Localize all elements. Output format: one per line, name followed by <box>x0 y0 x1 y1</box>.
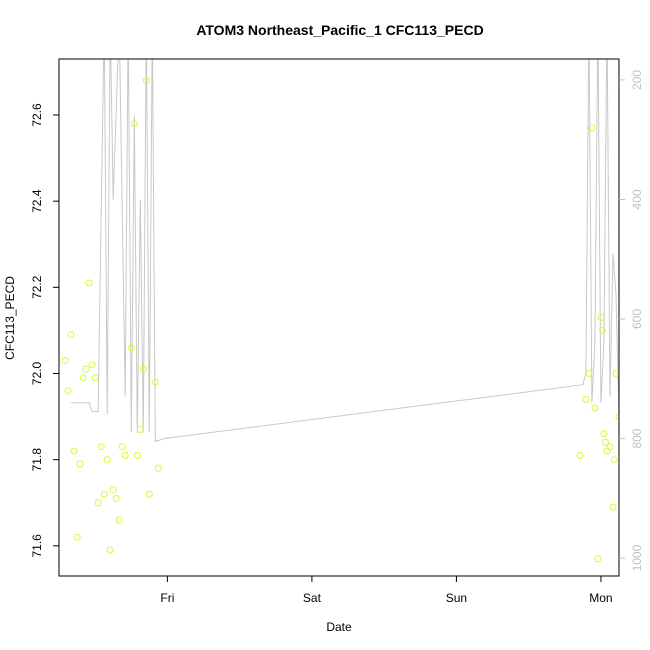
data-point <box>70 447 78 455</box>
x-tick-label: Fri <box>160 591 174 605</box>
data-point <box>82 365 90 373</box>
y2-tick-label: 200 <box>630 70 644 90</box>
line-layer <box>71 59 619 443</box>
y2-tick-label: 800 <box>630 428 644 448</box>
plot-frame <box>58 58 620 577</box>
data-point <box>73 533 81 541</box>
data-point <box>61 357 69 365</box>
data-point <box>112 495 120 502</box>
data-point <box>594 555 602 563</box>
y2-tick-label: 600 <box>630 309 644 329</box>
data-point <box>79 374 87 382</box>
y-tick-label: 72.4 <box>30 189 44 213</box>
data-point <box>97 443 105 451</box>
data-point <box>615 413 619 421</box>
data-point <box>118 443 126 451</box>
data-point <box>151 378 159 386</box>
data-point <box>576 451 584 459</box>
x-tick-label: Sun <box>446 591 467 605</box>
data-point <box>85 279 93 287</box>
data-point <box>136 426 144 433</box>
y-axis: 71.6 71.8 72.0 72.2 72.4 72.6 <box>30 103 59 558</box>
y-tick-label: 71.8 <box>30 448 44 472</box>
data-point <box>611 456 618 464</box>
data-point <box>115 516 123 524</box>
y2-axis: 200 400 600 800 1000 <box>619 70 644 571</box>
data-point <box>588 124 596 132</box>
data-point <box>88 361 96 369</box>
point-layer <box>61 77 619 563</box>
data-point <box>598 326 606 334</box>
data-point <box>100 490 108 498</box>
y2-tick-label: 400 <box>630 189 644 209</box>
data-point <box>145 490 153 498</box>
data-point <box>612 370 619 377</box>
data-point <box>109 486 117 494</box>
data-point <box>67 331 75 339</box>
data-point <box>609 503 617 511</box>
data-point <box>602 438 609 446</box>
data-point <box>130 120 138 128</box>
data-point <box>142 77 150 84</box>
series-line <box>71 59 619 443</box>
data-point <box>585 370 593 377</box>
data-point <box>127 344 135 352</box>
data-point <box>121 451 129 459</box>
data-point <box>76 460 84 468</box>
x-tick-label: Mon <box>589 591 612 605</box>
data-point <box>139 365 147 373</box>
x-tick-label: Sat <box>303 591 322 605</box>
data-point <box>600 430 608 438</box>
data-point <box>591 404 599 412</box>
y2-tick-label: 1000 <box>630 544 644 571</box>
data-point <box>103 456 111 464</box>
data-point <box>91 374 99 382</box>
chart-title: ATOM3 Northeast_Pacific_1 CFC113_PECD <box>196 22 483 38</box>
y-tick-label: 72.2 <box>30 275 44 299</box>
y-tick-label: 72.6 <box>30 103 44 127</box>
x-axis: Fri Sat Sun Mon <box>160 576 613 605</box>
data-point <box>606 443 614 451</box>
x-axis-label: Date <box>326 620 352 634</box>
y-axis-label: CFC113_PECD <box>3 276 17 360</box>
data-point <box>154 464 162 472</box>
data-point <box>133 451 141 459</box>
y-tick-label: 72.0 <box>30 362 44 386</box>
y-tick-label: 71.6 <box>30 534 44 558</box>
data-point <box>106 546 114 554</box>
data-point <box>597 314 605 321</box>
data-point <box>64 387 72 395</box>
data-point <box>582 395 590 403</box>
data-point <box>94 499 102 507</box>
